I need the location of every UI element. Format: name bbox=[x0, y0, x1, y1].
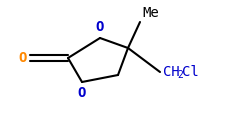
Text: O: O bbox=[19, 51, 27, 65]
Text: O: O bbox=[96, 20, 104, 34]
Text: 2: 2 bbox=[177, 70, 183, 80]
Text: Cl: Cl bbox=[182, 65, 199, 79]
Text: O: O bbox=[78, 86, 86, 100]
Text: CH: CH bbox=[163, 65, 180, 79]
Text: Me: Me bbox=[142, 6, 159, 20]
